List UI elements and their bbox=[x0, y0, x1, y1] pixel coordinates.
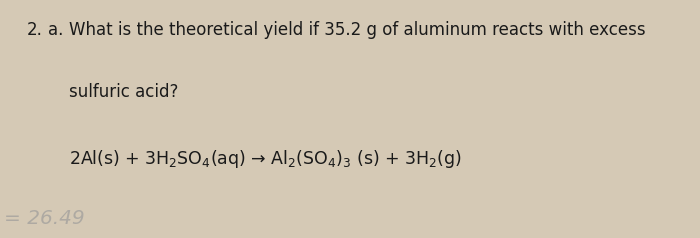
Text: 2Al(s) + 3H$_2$SO$_4$(aq) → Al$_2$(SO$_4$)$_3$ (s) + 3H$_2$(g): 2Al(s) + 3H$_2$SO$_4$(aq) → Al$_2$(SO$_4… bbox=[69, 148, 461, 169]
Text: sulfuric acid?: sulfuric acid? bbox=[69, 83, 178, 101]
Text: What is the theoretical yield if 35.2 g of aluminum reacts with excess: What is the theoretical yield if 35.2 g … bbox=[69, 21, 645, 40]
Text: a.: a. bbox=[48, 21, 63, 40]
Text: 2.: 2. bbox=[27, 21, 43, 40]
Text: = 26.49: = 26.49 bbox=[4, 209, 84, 228]
